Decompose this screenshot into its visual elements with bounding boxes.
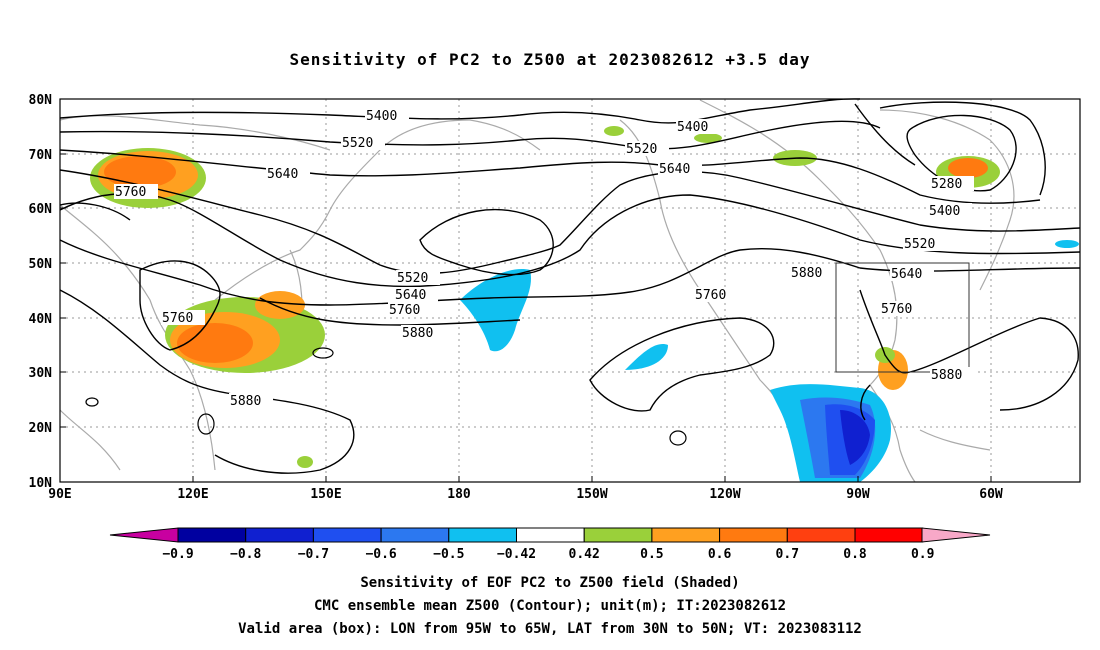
colorbar-cell — [312, 527, 382, 543]
caption-line-2: CMC ensemble mean Z500 (Contour); unit(m… — [313, 598, 786, 614]
colorbar: −0.9 −0.8 −0.7 −0.6 −0.5 −0.42 0.42 0.5 0.6 0.7 0.… — [109, 527, 991, 562]
contour-label: 5880 — [230, 394, 261, 409]
contour-label: 5520 — [626, 142, 657, 157]
contour-label: 5640 — [891, 267, 922, 282]
contour-label: 5520 — [904, 237, 935, 252]
colorbar-label: −0.8 — [230, 547, 261, 562]
lat-label: 40N — [29, 312, 53, 327]
contour-label: 5760 — [115, 185, 146, 200]
colorbar-label: −0.7 — [298, 547, 329, 562]
contour-label: 5280 — [931, 177, 962, 192]
colorbar-cell — [854, 527, 924, 543]
lat-label: 70N — [29, 148, 53, 163]
contour-label: 5760 — [389, 303, 420, 318]
lat-label: 30N — [29, 366, 53, 381]
lon-label: 120W — [709, 487, 740, 502]
contour-label: 5400 — [366, 109, 397, 124]
valid-area-box — [835, 262, 970, 373]
small-contours — [85, 347, 687, 446]
contour-labels: 5400 5520 5640 5760 5760 5520 5640 5760 … — [114, 108, 974, 409]
colorbar-cell — [448, 527, 517, 543]
colorbar-cell — [651, 527, 721, 543]
negative-shading — [460, 240, 1079, 482]
longitude-labels: 90E 120E 150E 180 150W 120W 90W 60W — [48, 487, 1003, 502]
caption-line-1: Sensitivity of EOF PC2 to Z500 field (Sh… — [360, 575, 740, 591]
colorbar-cell — [380, 527, 450, 543]
contour-label: 5520 — [342, 136, 373, 151]
colorbar-label: 0.42 — [569, 547, 600, 562]
colorbar-cell — [245, 527, 314, 543]
colorbar-label: 0.6 — [708, 547, 732, 562]
lon-label: 90E — [48, 487, 71, 502]
colorbar-label: 0.8 — [843, 547, 867, 562]
lat-label: 60N — [29, 202, 53, 217]
map-title: Sensitivity of PC2 to Z500 at 2023082612… — [289, 50, 811, 69]
plot-frame — [59, 98, 1081, 483]
z500-contours — [59, 98, 1081, 474]
colorbar-cell — [583, 527, 653, 543]
contour-label: 5880 — [402, 326, 433, 341]
contour-label: 5640 — [395, 288, 426, 303]
caption-line-3: Valid area (box): LON from 95W to 65W, L… — [238, 621, 862, 637]
colorbar-cell — [786, 527, 856, 543]
lat-label: 50N — [29, 257, 53, 272]
lon-label: 90W — [846, 487, 870, 502]
colorbar-label: −0.42 — [497, 547, 536, 562]
contour-label: 5640 — [659, 162, 690, 177]
latitude-labels: 80N 70N 60N 50N 40N 30N 20N 10N — [29, 93, 53, 491]
plot-area — [60, 99, 1080, 482]
lat-label: 10N — [29, 476, 53, 491]
colorbar-high-arrow — [921, 527, 991, 543]
lon-label: 120E — [177, 487, 208, 502]
contour-label: 5880 — [931, 368, 962, 383]
colorbar-label: −0.5 — [433, 547, 464, 562]
colorbar-label: 0.9 — [911, 547, 934, 562]
lon-label: 150E — [310, 487, 341, 502]
contour-label: 5760 — [162, 311, 193, 326]
colorbar-cell — [516, 527, 585, 543]
contour-label: 5760 — [881, 302, 912, 317]
lon-label: 60W — [979, 487, 1003, 502]
tick-marks — [60, 98, 992, 483]
colorbar-low-arrow — [109, 527, 179, 543]
colorbar-label: 0.7 — [776, 547, 799, 562]
contour-label: 5400 — [677, 120, 708, 135]
colorbar-cell — [719, 527, 788, 543]
contour-label: 5760 — [695, 288, 726, 303]
colorbar-label: −0.6 — [365, 547, 396, 562]
contour-label: 5880 — [791, 266, 822, 281]
colorbar-cell — [177, 527, 247, 543]
lon-label: 180 — [447, 487, 471, 502]
lat-label: 20N — [29, 421, 53, 436]
contour-label: 5400 — [929, 204, 960, 219]
lat-label: 80N — [29, 93, 53, 108]
colorbar-label: 0.5 — [640, 547, 663, 562]
contour-label: 5520 — [397, 271, 428, 286]
lon-label: 150W — [576, 487, 607, 502]
contour-label: 5640 — [267, 167, 298, 182]
colorbar-label: −0.9 — [162, 547, 193, 562]
